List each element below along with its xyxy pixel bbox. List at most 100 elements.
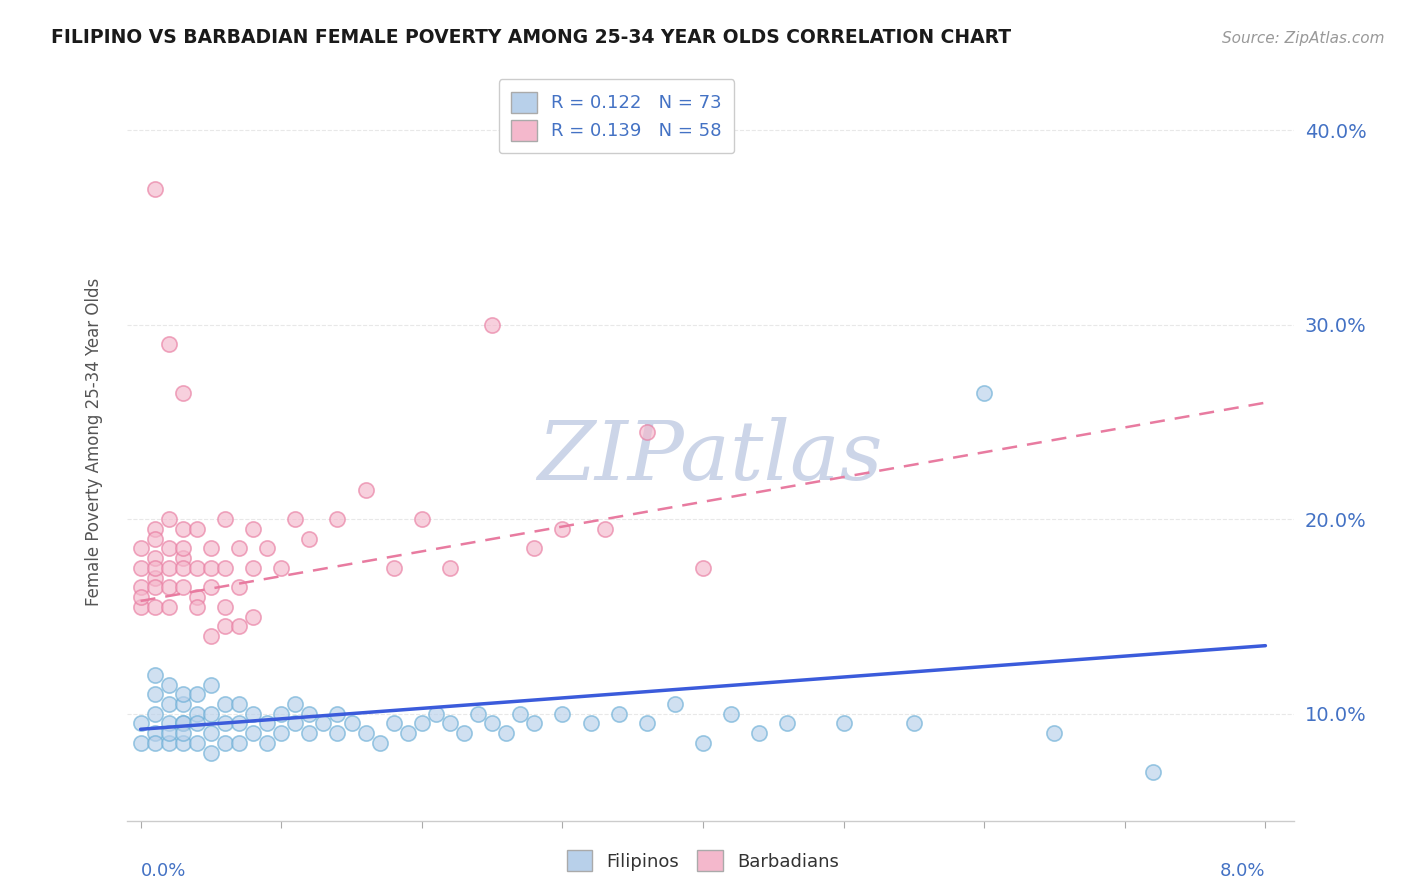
Point <box>214 599 236 614</box>
Point <box>143 687 166 701</box>
Point <box>636 716 658 731</box>
Point <box>270 561 292 575</box>
Point <box>354 726 377 740</box>
Point <box>326 726 349 740</box>
Point <box>129 541 152 556</box>
Point <box>326 706 349 721</box>
Point <box>692 736 714 750</box>
Point <box>214 512 236 526</box>
Point <box>157 580 180 594</box>
Point <box>186 590 208 604</box>
Text: ZIPatlas: ZIPatlas <box>537 417 883 497</box>
Point <box>354 483 377 497</box>
Point <box>157 599 180 614</box>
Point <box>439 716 461 731</box>
Legend: R = 0.122   N = 73, R = 0.139   N = 58: R = 0.122 N = 73, R = 0.139 N = 58 <box>499 79 734 153</box>
Point <box>228 697 250 711</box>
Point <box>523 716 546 731</box>
Point <box>129 590 152 604</box>
Point <box>411 512 433 526</box>
Point <box>298 726 321 740</box>
Text: 0.0%: 0.0% <box>141 863 186 880</box>
Point <box>172 716 194 731</box>
Point <box>157 561 180 575</box>
Point <box>200 746 222 760</box>
Point <box>284 697 307 711</box>
Point <box>172 716 194 731</box>
Point <box>467 706 489 721</box>
Point <box>172 726 194 740</box>
Y-axis label: Female Poverty Among 25-34 Year Olds: Female Poverty Among 25-34 Year Olds <box>84 277 103 606</box>
Point <box>186 716 208 731</box>
Point <box>228 580 250 594</box>
Point <box>172 561 194 575</box>
Point <box>143 532 166 546</box>
Point <box>143 571 166 585</box>
Point <box>242 706 264 721</box>
Point <box>509 706 531 721</box>
Point <box>200 726 222 740</box>
Point <box>172 580 194 594</box>
Point <box>439 561 461 575</box>
Point <box>143 551 166 566</box>
Point <box>172 386 194 401</box>
Point <box>312 716 335 731</box>
Text: 8.0%: 8.0% <box>1220 863 1265 880</box>
Point <box>157 677 180 691</box>
Point <box>186 599 208 614</box>
Point <box>200 541 222 556</box>
Point <box>664 697 686 711</box>
Point <box>200 677 222 691</box>
Point <box>143 182 166 196</box>
Point <box>607 706 630 721</box>
Point <box>551 706 574 721</box>
Point <box>692 561 714 575</box>
Point <box>551 522 574 536</box>
Point <box>157 541 180 556</box>
Point <box>172 687 194 701</box>
Point <box>186 561 208 575</box>
Point <box>326 512 349 526</box>
Point <box>143 726 166 740</box>
Text: FILIPINO VS BARBADIAN FEMALE POVERTY AMONG 25-34 YEAR OLDS CORRELATION CHART: FILIPINO VS BARBADIAN FEMALE POVERTY AMO… <box>51 28 1011 47</box>
Point <box>143 522 166 536</box>
Point <box>186 522 208 536</box>
Point <box>200 561 222 575</box>
Point <box>256 541 278 556</box>
Point <box>157 726 180 740</box>
Point <box>129 716 152 731</box>
Point <box>242 522 264 536</box>
Point <box>340 716 363 731</box>
Point <box>143 668 166 682</box>
Point <box>228 619 250 633</box>
Point <box>157 716 180 731</box>
Point <box>636 425 658 439</box>
Point <box>157 697 180 711</box>
Point <box>495 726 517 740</box>
Point <box>593 522 616 536</box>
Point <box>143 706 166 721</box>
Point <box>776 716 799 731</box>
Point <box>214 716 236 731</box>
Point <box>1142 765 1164 780</box>
Point <box>129 561 152 575</box>
Point <box>720 706 742 721</box>
Point <box>172 697 194 711</box>
Point <box>143 736 166 750</box>
Point <box>832 716 855 731</box>
Point <box>143 561 166 575</box>
Point <box>298 706 321 721</box>
Point <box>270 706 292 721</box>
Point <box>453 726 475 740</box>
Point <box>382 716 405 731</box>
Point <box>200 580 222 594</box>
Point <box>200 706 222 721</box>
Point <box>214 561 236 575</box>
Point <box>143 580 166 594</box>
Point <box>425 706 447 721</box>
Point <box>172 541 194 556</box>
Point <box>228 716 250 731</box>
Point <box>200 629 222 643</box>
Point <box>481 716 503 731</box>
Point <box>186 706 208 721</box>
